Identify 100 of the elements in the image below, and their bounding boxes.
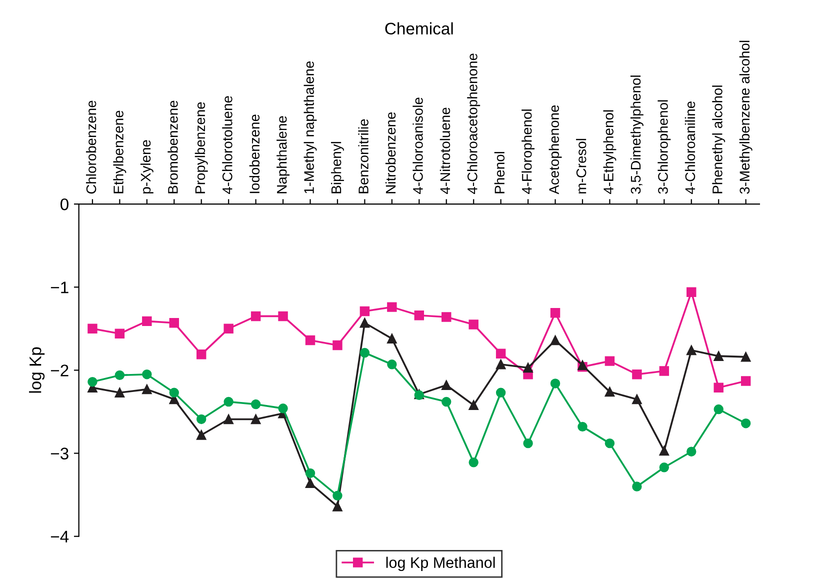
- point: [88, 324, 98, 334]
- point: [714, 404, 724, 414]
- x-tick-label: 4-Chloroaniline: [684, 102, 696, 194]
- point: [632, 369, 642, 380]
- point: [142, 316, 152, 326]
- point: [740, 352, 751, 362]
- point: [387, 360, 397, 370]
- x-tick-label: Benzonitrilie: [358, 119, 368, 194]
- point: [360, 348, 370, 358]
- point: [550, 378, 560, 388]
- x-tick-label: 3,5-Dimethylphenol: [630, 76, 644, 194]
- point: [196, 350, 206, 360]
- x-tick-label: Naphthalene: [276, 116, 290, 194]
- point: [604, 386, 615, 397]
- point: [659, 462, 670, 472]
- point: [332, 340, 342, 350]
- point: [114, 370, 125, 380]
- point: [632, 482, 642, 492]
- x-tick-label: Bromobenzene: [168, 100, 178, 194]
- point: [278, 311, 288, 322]
- y-tick-label: −2: [50, 364, 68, 376]
- point: [496, 360, 506, 370]
- x-tick-label: 4-Chloroanisole: [412, 98, 423, 194]
- point: [387, 334, 397, 344]
- point: [142, 369, 152, 380]
- x-tick-label: p-Xylene: [140, 140, 154, 194]
- point: [387, 302, 397, 312]
- point: [114, 388, 125, 398]
- point: [305, 335, 316, 346]
- point: [142, 384, 152, 394]
- x-tick-label: 1-Methyl naphthalene: [304, 61, 317, 194]
- point: [714, 351, 724, 361]
- point: [496, 348, 506, 358]
- x-tick-label: 3-Methylbenzene alcohol: [739, 40, 752, 194]
- legend-label: log Kp Methanol: [386, 556, 495, 571]
- point: [224, 324, 234, 334]
- point: [659, 366, 670, 376]
- point: [686, 345, 696, 356]
- point: [659, 446, 670, 456]
- point: [88, 376, 98, 387]
- point: [332, 490, 342, 501]
- point: [442, 312, 452, 322]
- point: [468, 400, 478, 410]
- point: [740, 418, 751, 428]
- point: [360, 318, 370, 328]
- point: [250, 399, 261, 410]
- x-tick-label: 4-Nitrotoluene: [440, 108, 450, 194]
- point: [740, 376, 751, 386]
- x-tick-label: 4-Chloroacetophenone: [467, 54, 480, 194]
- x-tick-label: 4-Ethylphenol: [603, 110, 616, 194]
- point: [604, 438, 615, 448]
- point: [550, 335, 560, 346]
- point: [686, 287, 696, 297]
- point: [224, 414, 234, 424]
- x-tick-label: Chlorobenzene: [86, 100, 96, 194]
- x-tick-label: Iodobenzene: [249, 114, 260, 194]
- point: [632, 394, 642, 404]
- x-tick-label: 4-Chlorotoluene: [222, 96, 232, 194]
- x-tick-label: Nitrobenzene: [385, 112, 396, 194]
- point: [468, 320, 478, 330]
- x-tick-label: Phenol: [494, 152, 505, 194]
- point: [414, 310, 424, 320]
- y-tick-label: 0: [60, 198, 68, 210]
- point: [604, 356, 615, 366]
- point: [169, 388, 179, 398]
- point: [332, 502, 342, 512]
- y-axis-title: log Kp: [29, 347, 45, 393]
- x-tick-label: m-Cresol: [576, 138, 586, 194]
- point: [550, 308, 560, 318]
- point: [442, 380, 452, 390]
- x-axis-title: Chemical: [385, 22, 453, 35]
- y-tick-label: −1: [50, 282, 68, 294]
- point: [714, 382, 724, 393]
- x-tick-label: Ethylbenzene: [113, 110, 126, 194]
- point: [114, 328, 125, 339]
- point: [442, 396, 452, 407]
- point: [278, 404, 288, 414]
- point: [578, 422, 588, 432]
- point: [224, 396, 234, 407]
- point: [496, 388, 506, 398]
- point: [305, 468, 316, 478]
- point: [686, 446, 696, 456]
- x-tick-label: 4-Florophenol: [522, 110, 535, 194]
- point: [360, 306, 370, 316]
- x-tick-label: Acetophenone: [548, 105, 562, 194]
- y-tick-label: −4: [50, 530, 69, 542]
- x-tick-label: Propylbenzene: [194, 102, 208, 194]
- point: [305, 478, 316, 488]
- x-tick-label: Biphenyl: [331, 142, 344, 194]
- x-tick-label: 3-Chlorophenol: [658, 100, 671, 194]
- point: [523, 362, 533, 373]
- point: [196, 430, 206, 440]
- x-tick-label: Phenethyl alcohol: [712, 86, 726, 194]
- point: [196, 414, 206, 424]
- point: [250, 311, 261, 322]
- point: [468, 458, 478, 468]
- y-tick-label: −3: [50, 448, 68, 460]
- point: [523, 438, 533, 448]
- point: [250, 414, 261, 424]
- point: [169, 318, 179, 328]
